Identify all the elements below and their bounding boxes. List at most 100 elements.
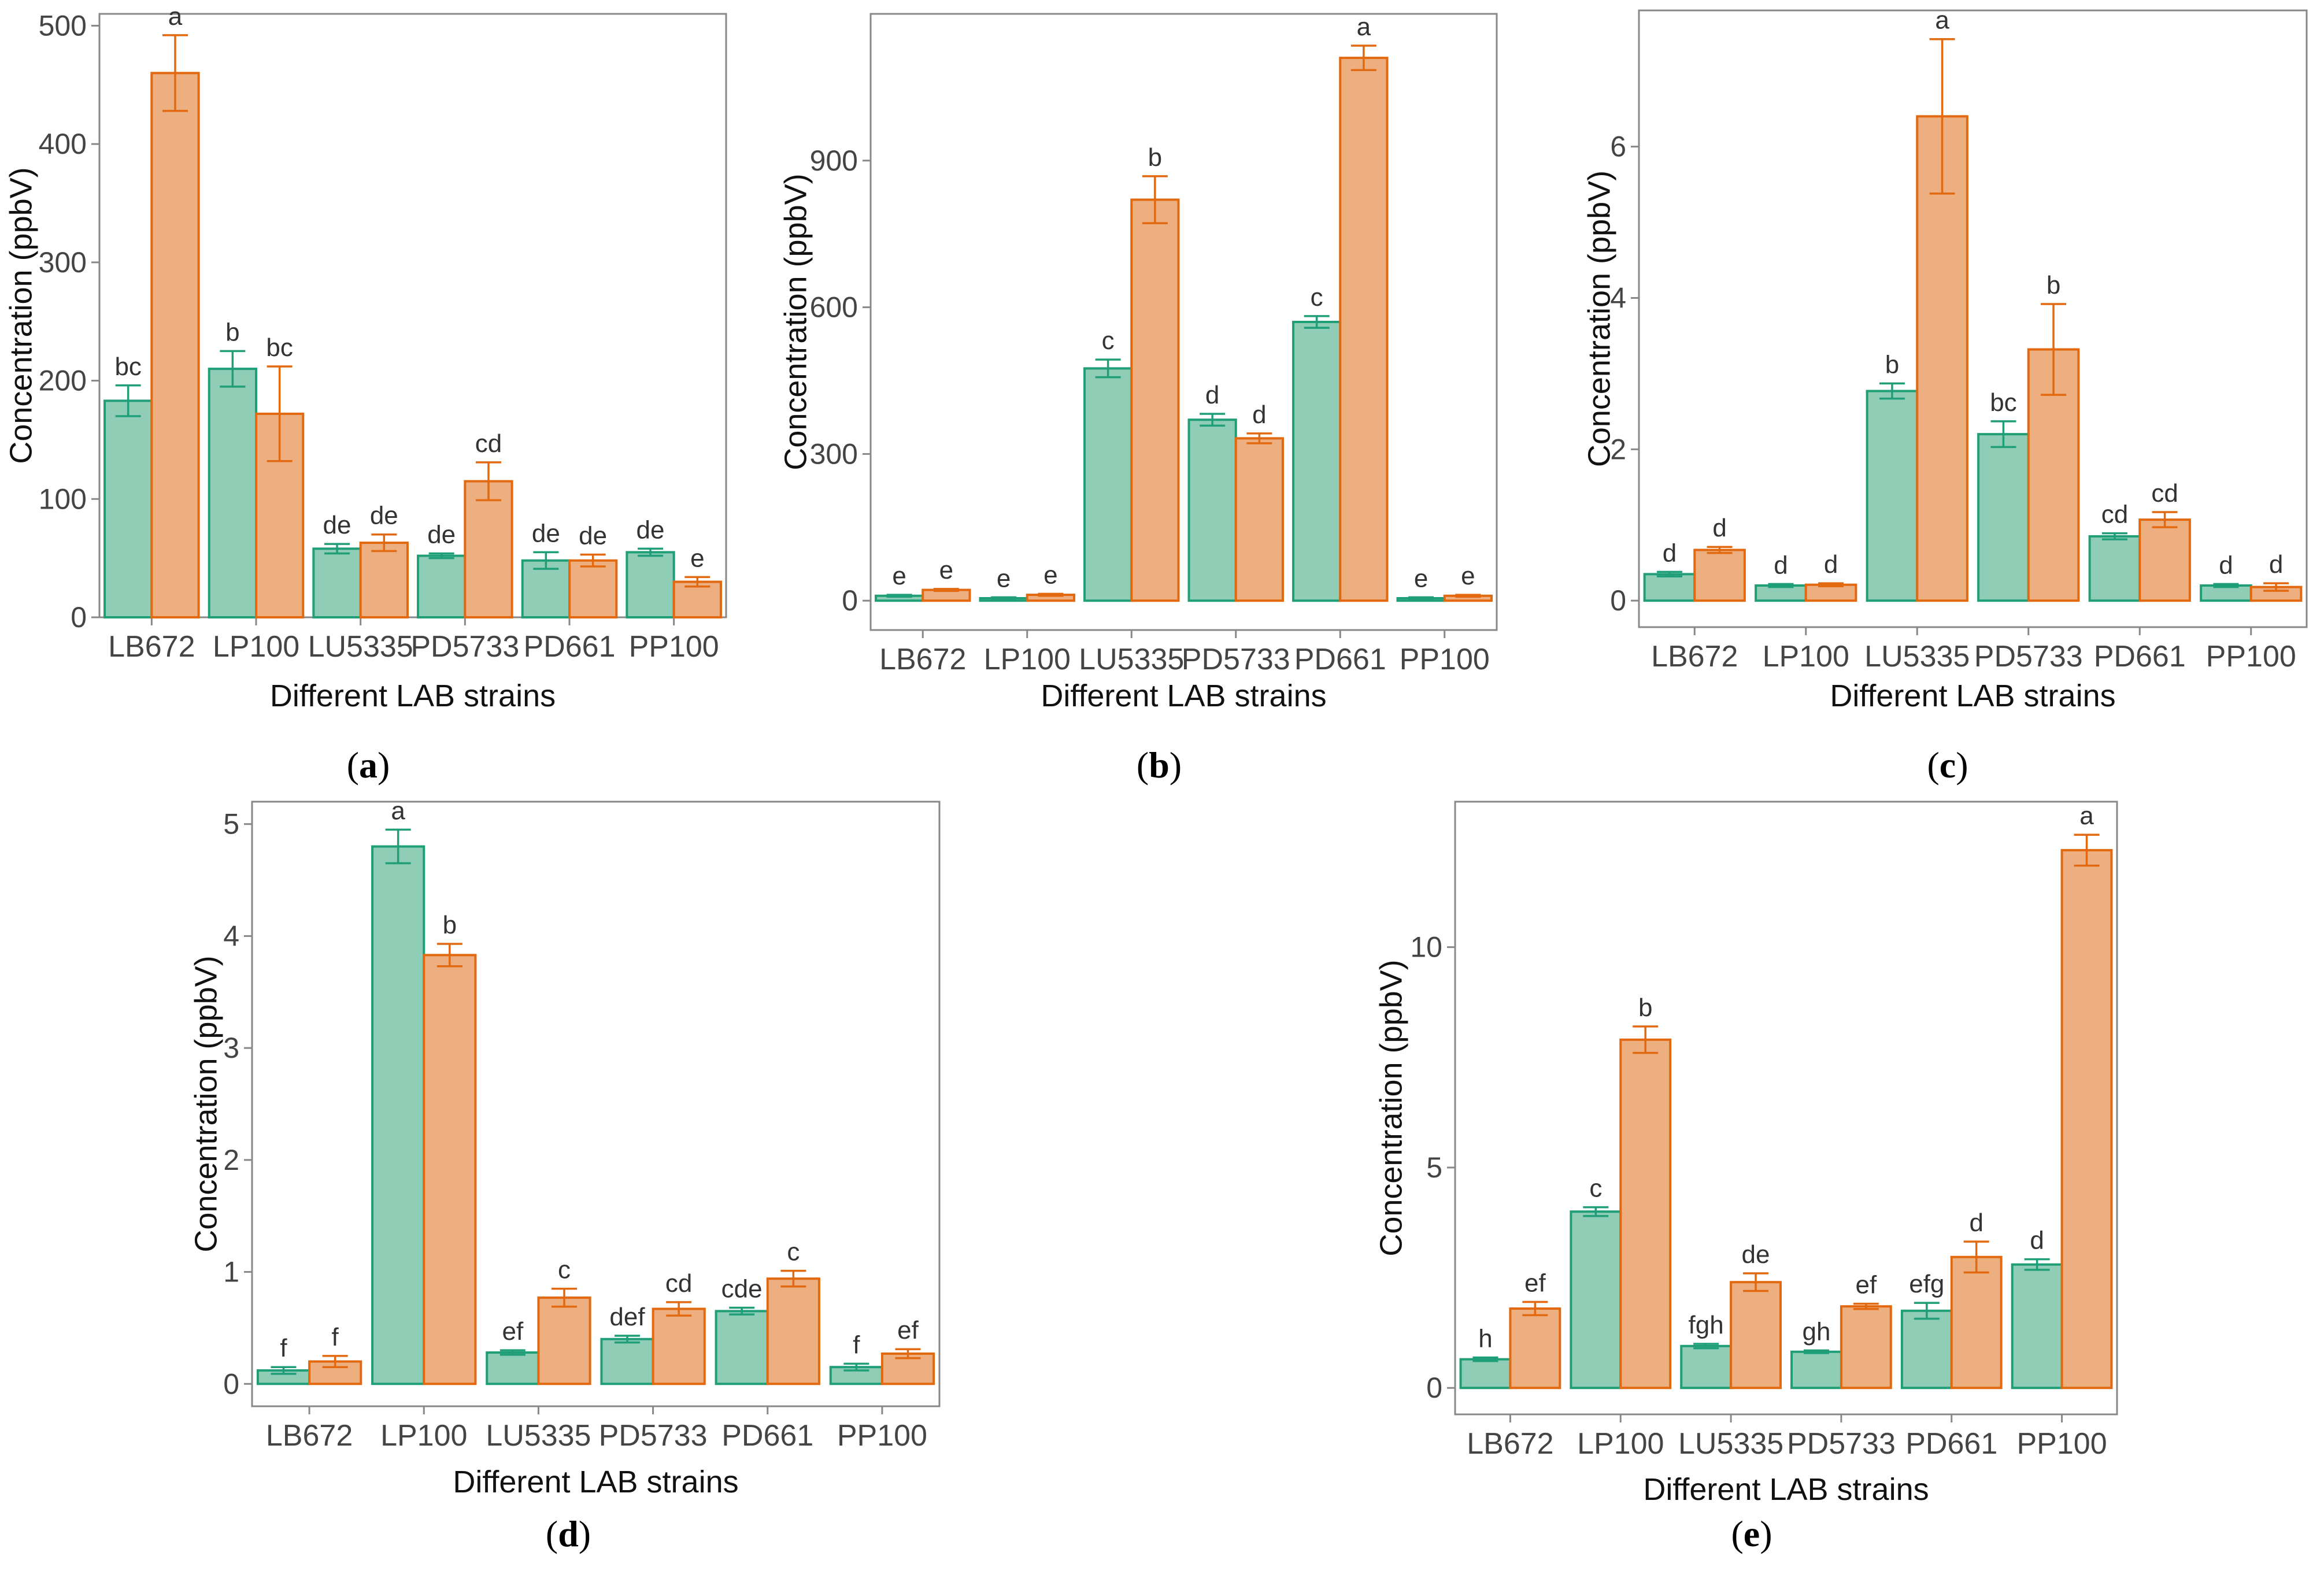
x-tick-label: LU5335 bbox=[486, 1419, 591, 1453]
x-tick-label: LU5335 bbox=[1079, 643, 1184, 676]
bar bbox=[1840, 1305, 1892, 1390]
y-tick-label: 0 bbox=[842, 584, 858, 617]
plot-frame bbox=[1638, 9, 2308, 628]
bar bbox=[2088, 535, 2141, 602]
y-tick-label: 900 bbox=[810, 144, 858, 177]
x-tick-label: PD5733 bbox=[1787, 1427, 1896, 1461]
significance-label: b bbox=[225, 318, 239, 346]
significance-label: ef bbox=[1856, 1271, 1877, 1299]
significance-label: b bbox=[1885, 350, 1899, 379]
x-tick-label: PD661 bbox=[524, 630, 616, 664]
panel-label-close: ) bbox=[1956, 744, 1968, 786]
bar bbox=[1790, 1350, 1842, 1390]
significance-label: de bbox=[370, 502, 398, 530]
bar bbox=[1900, 1309, 1953, 1390]
significance-label: e bbox=[1414, 564, 1428, 592]
y-axis-title: Concentration (ppbV) bbox=[188, 955, 223, 1252]
bar bbox=[359, 542, 409, 618]
significance-label: ef bbox=[502, 1317, 523, 1346]
significance-label: cd bbox=[665, 1269, 692, 1298]
bar bbox=[1950, 1255, 2003, 1390]
significance-label: a bbox=[2079, 802, 2094, 830]
bar bbox=[1916, 115, 1968, 602]
x-tick-label: PP100 bbox=[2206, 640, 2296, 673]
significance-label: c bbox=[787, 1238, 800, 1266]
significance-label: e bbox=[939, 556, 953, 584]
y-tick-label: 600 bbox=[810, 291, 858, 324]
significance-label: d bbox=[2219, 551, 2233, 579]
bar bbox=[1570, 1210, 1622, 1390]
significance-label: h bbox=[1478, 1325, 1492, 1353]
significance-label: a bbox=[391, 796, 405, 825]
x-tick-label: LP100 bbox=[1577, 1427, 1664, 1461]
x-tick-label: LP100 bbox=[984, 643, 1071, 676]
y-tick-label: 5 bbox=[223, 808, 239, 840]
x-tick-label: LB672 bbox=[879, 643, 966, 676]
y-tick-label: 300 bbox=[39, 246, 87, 279]
y-tick-label: 1 bbox=[223, 1256, 239, 1288]
panel-label-letter: b bbox=[1149, 744, 1170, 786]
significance-label: de bbox=[427, 520, 456, 549]
y-axis-title: Concentration (ppbV) bbox=[778, 173, 813, 470]
significance-label: c bbox=[1589, 1174, 1602, 1203]
y-tick-label: 4 bbox=[223, 920, 239, 952]
bar bbox=[1730, 1281, 1782, 1390]
significance-label: c bbox=[1311, 283, 1323, 312]
panel-label-open: ( bbox=[546, 1513, 558, 1554]
x-tick-label: PD661 bbox=[2094, 640, 2186, 673]
significance-label: de bbox=[323, 511, 351, 539]
y-tick-label: 2 bbox=[223, 1144, 239, 1176]
significance-label: d bbox=[1252, 401, 1266, 429]
significance-label: cd bbox=[475, 429, 502, 458]
y-axis-title: Concentration (ppbV) bbox=[1582, 171, 1616, 467]
y-tick-label: 100 bbox=[39, 483, 87, 515]
significance-label: de bbox=[579, 522, 607, 550]
bar bbox=[464, 480, 513, 619]
y-tick-label: 0 bbox=[71, 601, 87, 633]
bar bbox=[600, 1337, 654, 1385]
significance-label: e bbox=[1043, 561, 1057, 589]
x-tick-label: PP100 bbox=[1400, 643, 1490, 676]
significance-label: def bbox=[609, 1303, 645, 1331]
bar bbox=[537, 1296, 591, 1385]
y-tick-label: 0 bbox=[1426, 1372, 1442, 1404]
significance-label: c bbox=[558, 1256, 571, 1284]
bar bbox=[208, 368, 258, 619]
panel-label: (c) bbox=[1927, 744, 1968, 786]
bar bbox=[1977, 433, 2030, 602]
significance-label: cde bbox=[721, 1275, 763, 1303]
significance-label: e bbox=[997, 564, 1011, 592]
bar bbox=[1459, 1358, 1512, 1390]
panel-label-open: ( bbox=[1731, 1513, 1743, 1554]
panel-label: (d) bbox=[546, 1513, 591, 1554]
bar bbox=[2060, 849, 2113, 1390]
bar bbox=[312, 547, 362, 618]
significance-label: a bbox=[168, 2, 183, 31]
panel-a: 0100200300400500LB672bcaLP100bbcLU5335de… bbox=[3, 2, 727, 786]
significance-label: d bbox=[1969, 1209, 1983, 1237]
significance-label: cd bbox=[2101, 501, 2128, 529]
significance-label: gh bbox=[1803, 1317, 1831, 1346]
bar bbox=[2011, 1263, 2063, 1390]
significance-label: f bbox=[853, 1331, 860, 1359]
panel-e: 0510LB672hefLP100cbLU5335fghdePD5733ghef… bbox=[1374, 801, 2118, 1554]
significance-label: d bbox=[2269, 550, 2283, 579]
x-axis-title: Different LAB strains bbox=[453, 1465, 738, 1499]
bar bbox=[1130, 198, 1180, 602]
significance-label: efg bbox=[1909, 1270, 1944, 1298]
panel-label-open: ( bbox=[1927, 744, 1939, 786]
x-tick-label: PD5733 bbox=[1974, 640, 2083, 673]
bar bbox=[1292, 321, 1342, 602]
x-tick-label: PD661 bbox=[1905, 1427, 1997, 1461]
y-tick-label: 5 bbox=[1426, 1151, 1442, 1184]
x-axis-title: Different LAB strains bbox=[1643, 1472, 1929, 1507]
bar bbox=[1339, 57, 1389, 602]
x-tick-label: LP100 bbox=[380, 1419, 467, 1453]
y-tick-label: 6 bbox=[1610, 131, 1626, 163]
bar bbox=[1234, 437, 1284, 602]
y-axis-title: Concentration (ppbV) bbox=[3, 167, 38, 464]
panel-label-letter: a bbox=[359, 744, 378, 786]
bar bbox=[766, 1277, 820, 1385]
significance-label: bc bbox=[114, 353, 141, 381]
